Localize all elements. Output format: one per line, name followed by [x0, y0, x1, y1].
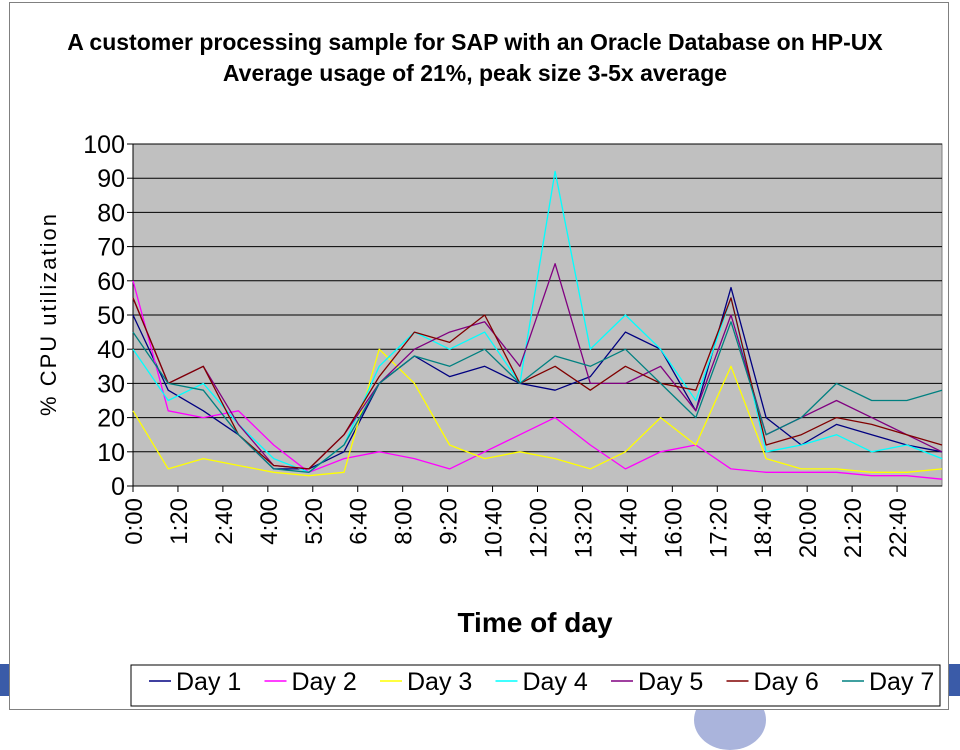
x-tick-label: 4:00 [256, 498, 283, 545]
legend-box [130, 664, 941, 707]
line-chart: A customer processing sample for SAP wit… [36, 29, 943, 707]
x-tick-label: 9:20 [436, 498, 463, 545]
y-tick-label: 100 [83, 131, 125, 159]
series-line-2 [132, 280, 943, 480]
series-line-3 [132, 348, 943, 477]
series-line-5 [132, 263, 943, 470]
legend-label-2: Day 2 [292, 668, 357, 696]
series-line-6 [132, 297, 943, 470]
plot-area: 0 10 20 30 40 50 60 70 80 90 100 0:00 1:20 2:40 4:00 5:… [83, 131, 943, 558]
y-tick-label: 60 [97, 268, 125, 296]
y-tick-label: 90 [97, 165, 125, 193]
x-tick-label: 5:20 [301, 498, 328, 545]
y-tick-label: 80 [97, 199, 125, 227]
x-tick-label: 10:40 [481, 498, 508, 558]
x-tick-label: 21:20 [840, 498, 867, 558]
legend-label-5: Day 5 [638, 668, 703, 696]
x-tick-label: 17:20 [705, 498, 732, 558]
y-tick-label: 10 [97, 439, 125, 467]
chart-area: A customer processing sample for SAP wit… [9, 2, 949, 710]
x-tick-label: 6:40 [346, 498, 373, 545]
y-tick-label: 0 [111, 473, 125, 501]
x-tick-label: 0:00 [121, 498, 148, 545]
y-tick-label: 20 [97, 405, 125, 433]
x-tick-label: 18:40 [750, 498, 777, 558]
legend-label-1: Day 1 [176, 668, 241, 696]
y-tick-label: 70 [97, 234, 125, 262]
x-tick-label: 13:20 [570, 498, 597, 558]
y-axis-label: % CPU utilization [36, 212, 61, 416]
series-line-7 [132, 321, 943, 473]
y-tick-label: 30 [97, 370, 125, 398]
legend-label-6: Day 6 [754, 668, 819, 696]
x-tick-label: 16:00 [660, 498, 687, 558]
legend-label-3: Day 3 [407, 668, 472, 696]
x-tick-label: 1:20 [166, 498, 193, 545]
chart-title: A customer processing sample for SAP wit… [67, 29, 883, 55]
legend: Day 1 Day 2 Day 3 Day 4 Day 5 Day 6 Day 7 [130, 664, 941, 707]
x-tick-label: 22:40 [885, 498, 912, 558]
x-tick-label: 2:40 [211, 498, 238, 545]
x-tick-label: 12:00 [526, 498, 553, 558]
chart-subtitle: Average usage of 21%, peak size 3-5x ave… [223, 60, 727, 86]
legend-label-7: Day 7 [869, 668, 934, 696]
x-tick-label: 20:00 [795, 498, 822, 558]
y-tick-label: 40 [97, 336, 125, 364]
x-axis-label: Time of day [457, 607, 613, 638]
series-line-4 [132, 170, 943, 473]
x-tick-label: 14:40 [615, 498, 642, 558]
y-tick-label: 50 [97, 302, 125, 330]
x-tick-label: 8:00 [391, 498, 418, 545]
legend-label-4: Day 4 [523, 668, 588, 696]
